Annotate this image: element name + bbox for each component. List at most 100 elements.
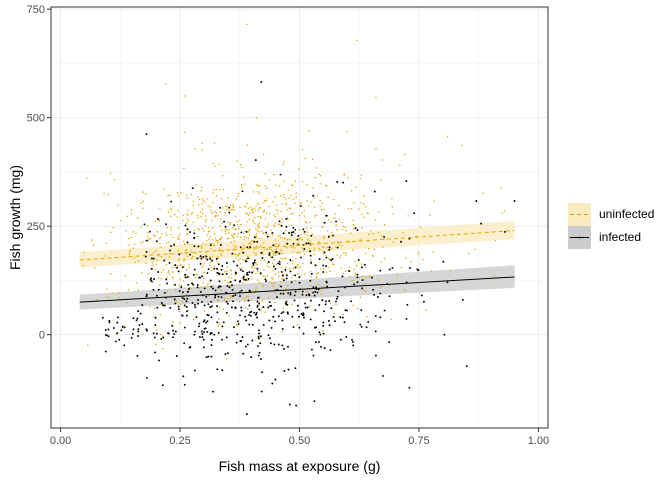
data-point-uninfected (151, 262, 154, 264)
data-point-infected (304, 302, 306, 305)
data-point-infected (270, 326, 273, 329)
data-point-infected (257, 354, 260, 357)
data-point-uninfected (500, 187, 502, 189)
data-point-uninfected (246, 212, 249, 215)
data-point-infected (290, 281, 293, 284)
data-point-uninfected (219, 211, 222, 213)
data-point-infected (261, 371, 264, 374)
data-point-uninfected (196, 273, 199, 276)
data-point-uninfected (303, 209, 306, 212)
data-point-infected (174, 330, 177, 333)
data-point-infected (327, 235, 330, 238)
data-point-uninfected (237, 259, 240, 261)
data-point-uninfected (225, 229, 228, 231)
data-point-uninfected (182, 240, 185, 243)
data-point-infected (274, 267, 277, 270)
data-point-uninfected (266, 226, 269, 228)
data-point-uninfected (254, 209, 256, 211)
data-point-uninfected (319, 205, 321, 208)
data-point-uninfected (277, 251, 280, 253)
data-point-infected (145, 133, 148, 136)
data-point-uninfected (202, 264, 205, 267)
data-point-uninfected (379, 287, 381, 289)
data-point-uninfected (255, 254, 257, 257)
data-point-uninfected (258, 237, 260, 239)
data-point-infected (241, 270, 244, 273)
data-point-infected (256, 267, 259, 270)
data-point-uninfected (174, 289, 177, 291)
data-point-uninfected (274, 222, 277, 224)
data-point-infected (157, 271, 160, 273)
data-point-uninfected (223, 279, 226, 282)
data-point-infected (172, 329, 175, 332)
data-point-uninfected (399, 164, 401, 167)
data-point-uninfected (262, 253, 264, 255)
data-point-uninfected (275, 204, 278, 206)
data-point-uninfected (330, 221, 333, 224)
data-point-infected (217, 295, 220, 298)
data-point-uninfected (354, 274, 357, 276)
data-point-infected (301, 314, 304, 317)
data-point-uninfected (356, 39, 358, 42)
data-point-uninfected (201, 266, 204, 268)
data-point-uninfected (201, 197, 204, 200)
data-point-uninfected (235, 253, 237, 256)
data-point-infected (422, 300, 425, 303)
data-point-uninfected (224, 212, 227, 214)
data-point-infected (309, 254, 312, 257)
data-point-uninfected (433, 200, 436, 202)
data-point-uninfected (348, 241, 351, 243)
data-point-uninfected (184, 131, 186, 134)
data-point-infected (323, 251, 326, 254)
data-point-uninfected (188, 263, 190, 266)
data-point-uninfected (329, 234, 331, 237)
data-points (82, 23, 516, 416)
data-point-uninfected (227, 298, 229, 300)
data-point-uninfected (230, 209, 232, 211)
data-point-uninfected (287, 189, 290, 191)
data-point-uninfected (230, 273, 233, 276)
data-point-infected (288, 231, 291, 234)
data-point-uninfected (276, 212, 279, 215)
data-point-infected (191, 301, 194, 304)
data-point-infected (446, 281, 449, 284)
data-point-uninfected (255, 116, 258, 119)
data-point-uninfected (176, 264, 178, 267)
data-point-uninfected (344, 270, 347, 273)
data-point-infected (330, 259, 332, 262)
data-point-infected (228, 286, 231, 289)
data-point-uninfected (218, 163, 220, 166)
data-point-uninfected (191, 257, 193, 260)
data-point-infected (242, 276, 245, 279)
data-point-uninfected (158, 219, 161, 221)
data-point-uninfected (302, 262, 304, 265)
data-point-infected (193, 268, 196, 271)
data-point-uninfected (315, 276, 317, 279)
data-point-uninfected (322, 286, 324, 288)
data-point-uninfected (273, 288, 275, 291)
data-point-uninfected (209, 264, 211, 267)
data-point-uninfected (117, 292, 120, 294)
data-point-infected (281, 319, 284, 322)
data-point-infected (218, 206, 221, 209)
data-point-infected (116, 316, 119, 319)
data-point-uninfected (250, 299, 252, 301)
data-point-uninfected (301, 247, 303, 249)
data-point-infected (183, 326, 186, 329)
data-point-uninfected (307, 238, 309, 241)
data-point-infected (206, 320, 209, 323)
data-point-uninfected (124, 274, 127, 277)
data-point-infected (233, 326, 235, 329)
data-point-uninfected (226, 282, 229, 284)
data-point-uninfected (258, 230, 260, 233)
data-point-uninfected (375, 148, 377, 150)
data-point-uninfected (494, 239, 497, 242)
data-point-uninfected (319, 249, 321, 251)
data-point-infected (282, 279, 285, 282)
data-point-uninfected (294, 202, 296, 204)
data-point-infected (325, 265, 328, 268)
data-point-uninfected (280, 266, 283, 269)
data-point-infected (116, 332, 119, 335)
data-point-uninfected (247, 296, 249, 298)
data-point-uninfected (313, 253, 315, 256)
